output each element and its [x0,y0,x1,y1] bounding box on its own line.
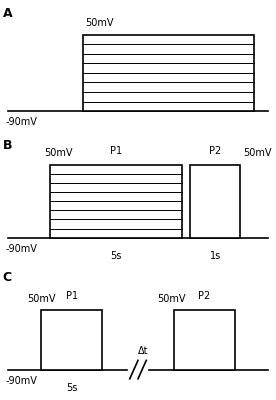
Text: C: C [3,270,12,284]
Text: 5s: 5s [110,251,122,261]
Text: -90mV: -90mV [6,376,37,386]
Bar [41,310,102,370]
Bar [174,310,235,370]
Text: -90mV: -90mV [6,117,37,127]
Text: B: B [3,138,12,152]
Text: Δt: Δt [138,346,149,356]
Text: 1s: 1s [210,251,221,261]
Text: P1: P1 [110,146,122,156]
Text: 50mV: 50mV [28,294,56,304]
Text: P2: P2 [209,146,221,156]
Text: P2: P2 [198,291,210,301]
Text: 5s: 5s [66,383,78,393]
Bar [50,165,182,238]
Text: 50mV: 50mV [157,294,186,304]
Bar [83,35,254,111]
Text: 50mV: 50mV [243,148,271,158]
Text: 50mV: 50mV [44,148,73,158]
Bar [190,165,240,238]
Text: -90mV: -90mV [6,244,37,254]
Text: 50mV: 50mV [86,18,114,28]
Text: P1: P1 [66,291,78,301]
Text: A: A [3,7,12,20]
